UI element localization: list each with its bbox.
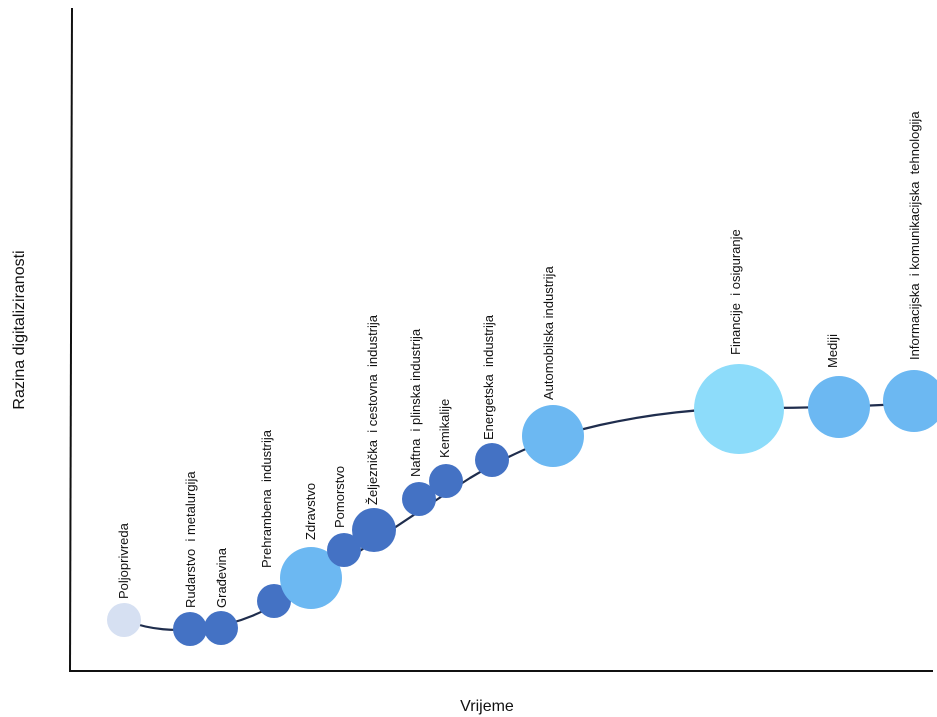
bubble-prehrambena-industrija (257, 584, 291, 618)
bubble-zdravstvo (280, 547, 342, 609)
bubble-naftna-i-plinska-industrija (402, 482, 436, 516)
label-mediji: Mediji (825, 334, 840, 368)
bubble-automobilska-industrija (522, 405, 584, 467)
bubble-financije-i-osiguranje (694, 364, 784, 454)
label-pomorstvo: Pomorstvo (332, 466, 347, 528)
bubble-poljoprivreda (107, 603, 141, 637)
label-rudarstvo-i-metalurgija: Rudarstvo i metalurgija (183, 471, 198, 608)
bubble-zeljeznicka-i-cestovna-industrija (352, 508, 396, 552)
bubble-energetska-industrija (475, 443, 509, 477)
bubble-kemikalije (429, 464, 463, 498)
label-informacijska-i-komunikacijska-tehnologija: Informacijska i komunikacijska tehnologi… (907, 111, 922, 360)
label-automobilska-industrija: Automobilska industrija (541, 266, 556, 400)
industry-labels: Poljoprivreda Rudarstvo i metalurgija Građ… (116, 111, 922, 608)
label-zdravstvo: Zdravstvo (303, 483, 318, 540)
bubble-gradevina (204, 611, 238, 645)
label-naftna-i-plinska-industrija: Naftna i plinska industrija (408, 328, 423, 477)
label-poljoprivreda: Poljoprivreda (116, 522, 131, 599)
label-financije-i-osiguranje: Financije i osiguranje (728, 229, 743, 355)
y-axis-title: Razina digitaliziranosti (11, 250, 28, 409)
bubble-rudarstvo-i-metalurgija (173, 612, 207, 646)
label-energetska-industrija: Energetska industrija (481, 314, 496, 440)
x-axis-title: Vrijeme (460, 698, 514, 715)
label-prehrambena-industrija: Prehrambena industrija (259, 429, 274, 568)
digitalization-trend-curve (123, 401, 921, 632)
y-axis-line (69, 7, 73, 672)
label-zeljeznicka-i-cestovna-industrija: Željeznička i cestovna industrija (365, 314, 380, 505)
bubble-informacijska-i-komunikacijska-tehnologija (883, 370, 937, 432)
label-gradevina: Građevina (214, 547, 229, 608)
label-kemikalije: Kemikalije (437, 399, 452, 458)
industry-bubbles (107, 364, 937, 646)
bubble-mediji (808, 376, 870, 438)
bubble-pomorstvo (327, 533, 361, 567)
